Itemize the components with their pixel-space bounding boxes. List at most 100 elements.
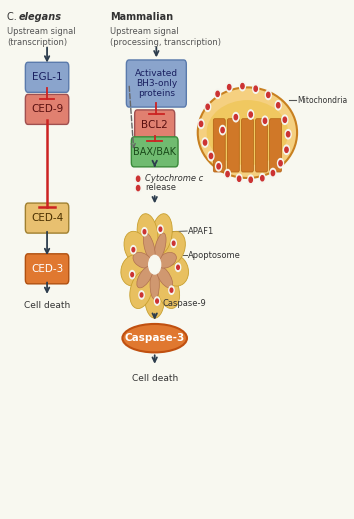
Circle shape — [219, 126, 225, 135]
Text: Mammalian: Mammalian — [110, 12, 173, 22]
Text: APAF1: APAF1 — [188, 226, 214, 236]
Circle shape — [253, 84, 259, 93]
Ellipse shape — [152, 214, 172, 254]
Circle shape — [159, 227, 162, 231]
Circle shape — [149, 255, 161, 274]
Ellipse shape — [154, 233, 166, 261]
Ellipse shape — [198, 87, 297, 178]
Ellipse shape — [133, 252, 152, 268]
Circle shape — [199, 121, 203, 127]
Circle shape — [249, 112, 252, 117]
Circle shape — [158, 225, 163, 234]
Text: Upstream signal: Upstream signal — [110, 26, 179, 36]
Ellipse shape — [162, 255, 189, 286]
Ellipse shape — [137, 266, 153, 288]
Circle shape — [248, 110, 254, 119]
Circle shape — [205, 102, 211, 112]
Circle shape — [217, 163, 220, 169]
Text: BCL2: BCL2 — [141, 120, 168, 130]
Ellipse shape — [143, 233, 155, 261]
Ellipse shape — [156, 266, 172, 288]
Ellipse shape — [124, 231, 149, 265]
Ellipse shape — [137, 214, 158, 254]
Circle shape — [282, 115, 288, 125]
Text: Activated
BH3-only
proteins: Activated BH3-only proteins — [135, 69, 178, 99]
Circle shape — [275, 101, 281, 110]
Text: Cell death: Cell death — [132, 374, 178, 384]
Ellipse shape — [121, 255, 147, 286]
Text: Cytochrome c: Cytochrome c — [145, 174, 204, 183]
Circle shape — [156, 299, 158, 303]
Text: CED-9: CED-9 — [31, 104, 63, 114]
Text: Cell death: Cell death — [24, 301, 70, 310]
Circle shape — [202, 138, 208, 147]
Circle shape — [262, 116, 268, 126]
Circle shape — [171, 239, 176, 248]
Ellipse shape — [122, 324, 187, 352]
Ellipse shape — [158, 252, 176, 268]
Circle shape — [259, 173, 265, 183]
FancyBboxPatch shape — [25, 62, 69, 92]
Circle shape — [239, 81, 245, 91]
Circle shape — [228, 85, 231, 90]
Circle shape — [263, 118, 267, 124]
Circle shape — [154, 297, 160, 305]
Circle shape — [216, 162, 222, 171]
FancyBboxPatch shape — [135, 110, 175, 140]
Text: Mitochondria: Mitochondria — [297, 95, 347, 104]
Circle shape — [221, 128, 224, 133]
Circle shape — [216, 91, 219, 97]
Ellipse shape — [157, 271, 179, 308]
Circle shape — [198, 119, 204, 129]
Circle shape — [175, 263, 181, 271]
Circle shape — [261, 175, 264, 181]
Text: Caspase-9: Caspase-9 — [163, 299, 207, 308]
Circle shape — [172, 241, 175, 245]
Circle shape — [283, 117, 286, 122]
FancyBboxPatch shape — [126, 60, 186, 107]
Circle shape — [226, 171, 229, 176]
Circle shape — [169, 286, 174, 294]
Ellipse shape — [145, 277, 165, 318]
Circle shape — [286, 132, 290, 137]
Circle shape — [238, 176, 241, 181]
Circle shape — [236, 174, 242, 183]
Circle shape — [233, 113, 239, 122]
Circle shape — [224, 169, 230, 179]
Circle shape — [285, 147, 288, 153]
Text: Apoptosome: Apoptosome — [188, 251, 241, 260]
FancyBboxPatch shape — [256, 119, 268, 172]
Circle shape — [267, 92, 270, 98]
Circle shape — [208, 152, 214, 161]
Text: Caspase-3: Caspase-3 — [125, 333, 185, 343]
Circle shape — [135, 183, 141, 193]
Circle shape — [248, 175, 254, 184]
Circle shape — [170, 288, 173, 292]
Circle shape — [270, 168, 276, 177]
FancyBboxPatch shape — [270, 119, 281, 172]
Text: C.: C. — [7, 12, 20, 22]
Circle shape — [130, 270, 135, 279]
Text: Upstream signal: Upstream signal — [7, 26, 76, 36]
FancyBboxPatch shape — [213, 119, 225, 172]
Circle shape — [249, 177, 252, 182]
Circle shape — [271, 170, 275, 175]
Ellipse shape — [207, 100, 288, 165]
Circle shape — [143, 230, 146, 234]
Text: (transcription): (transcription) — [7, 38, 68, 47]
Circle shape — [177, 265, 179, 269]
Text: CED-3: CED-3 — [31, 264, 63, 274]
Circle shape — [209, 154, 213, 159]
Circle shape — [215, 89, 221, 99]
Circle shape — [265, 90, 271, 100]
Circle shape — [254, 86, 257, 91]
Circle shape — [137, 176, 140, 181]
FancyBboxPatch shape — [227, 119, 239, 172]
Circle shape — [284, 145, 290, 155]
Circle shape — [132, 248, 135, 252]
Circle shape — [241, 84, 244, 89]
Text: release: release — [145, 183, 176, 192]
Ellipse shape — [150, 269, 159, 299]
Circle shape — [142, 228, 147, 236]
Text: CED-4: CED-4 — [31, 213, 63, 223]
